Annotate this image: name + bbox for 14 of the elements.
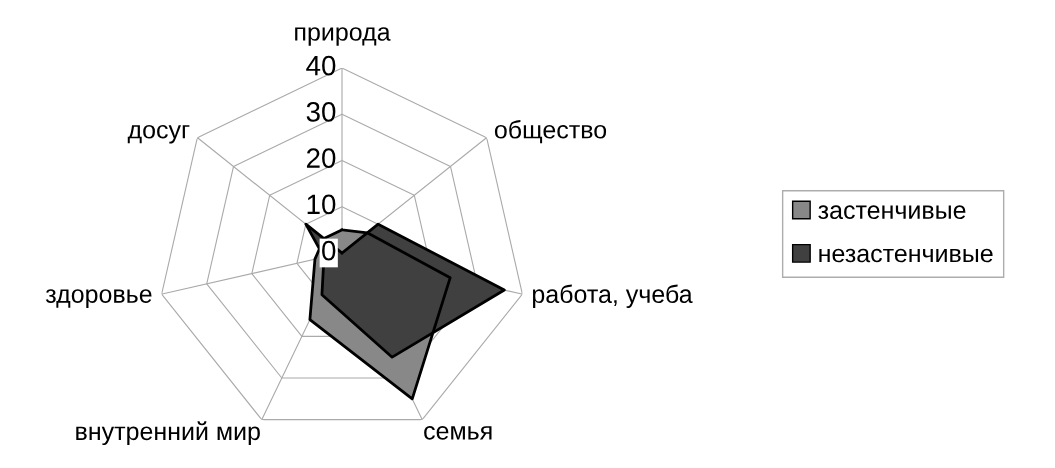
y-tick-label: 0: [322, 240, 336, 261]
spoke-label: досуг: [127, 124, 190, 144]
spoke-label: общество: [494, 120, 607, 144]
y-tick-label: 20: [306, 148, 336, 168]
legend-label: застенчивые: [818, 205, 966, 220]
legend-label: незастенчивые: [819, 248, 993, 263]
spoke-label: внутренний мир: [76, 421, 260, 446]
spoke-label: здоровье: [45, 289, 152, 308]
spoke-label: работа, учеба: [532, 284, 693, 308]
y-tick-label: 10: [307, 194, 336, 215]
spoke-label: семья: [424, 426, 492, 440]
spoke-label: природа: [295, 27, 391, 46]
y-tick-label: 30: [306, 102, 336, 122]
y-tick-label: 40: [306, 55, 336, 76]
